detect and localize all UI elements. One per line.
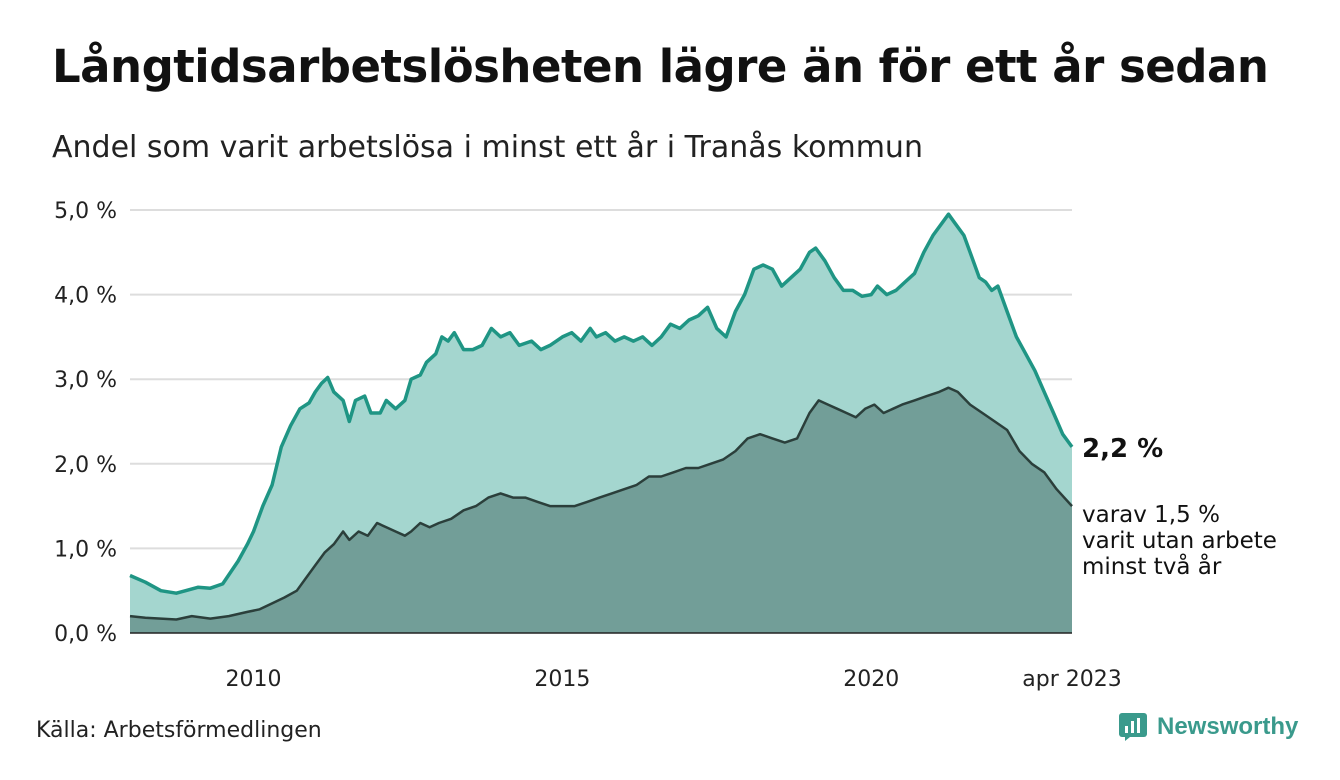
y-tick-label-3: 3,0 %: [54, 368, 117, 393]
x-tick-label-1: 2015: [534, 667, 590, 692]
y-tick-label-2: 2,0 %: [54, 453, 117, 478]
end-label-min-tva-ar-line-0: varav 1,5 %: [1082, 502, 1220, 528]
chart-title: Långtidsarbetslösheten lägre än för ett …: [52, 40, 1269, 93]
x-tick-label-2: 2020: [843, 667, 899, 692]
source-note: Källa: Arbetsförmedlingen: [36, 718, 322, 743]
line-min-tva-ar: [129, 386, 1073, 621]
brand-name: Newsworthy: [1157, 713, 1299, 740]
y-tick-label-5: 5,0 %: [54, 199, 117, 224]
y-axis-labels: 0,0 % 1,0 % 2,0 % 3,0 % 4,0 % 5,0 %: [54, 199, 117, 647]
area-min-tva-ar: [130, 387, 1072, 633]
end-label-min-tva-ar-line-1: varit utan arbete: [1082, 528, 1277, 554]
x-tick-label-3: apr 2023: [1022, 667, 1121, 692]
y-tick-label-4: 4,0 %: [54, 284, 117, 309]
brand-logo[interactable]: Newsworthy: [1118, 712, 1298, 742]
y-tick-label-1: 1,0 %: [54, 537, 117, 562]
x-tick-label-0: 2010: [226, 667, 282, 692]
newsworthy-logo-icon: [1119, 713, 1147, 741]
chart-subtitle: Andel som varit arbetslösa i minst ett å…: [52, 130, 923, 165]
x-axis-labels: 2010 2015 2020 apr 2023: [226, 667, 1122, 692]
end-label-min-tva-ar-line-2: minst två år: [1082, 552, 1222, 580]
chart-areas: [129, 212, 1074, 634]
y-tick-label-0: 0,0 %: [54, 622, 117, 647]
line-min-ett-ar: [129, 212, 1074, 595]
end-label-min-ett-ar: 2,2 %: [1082, 434, 1163, 464]
